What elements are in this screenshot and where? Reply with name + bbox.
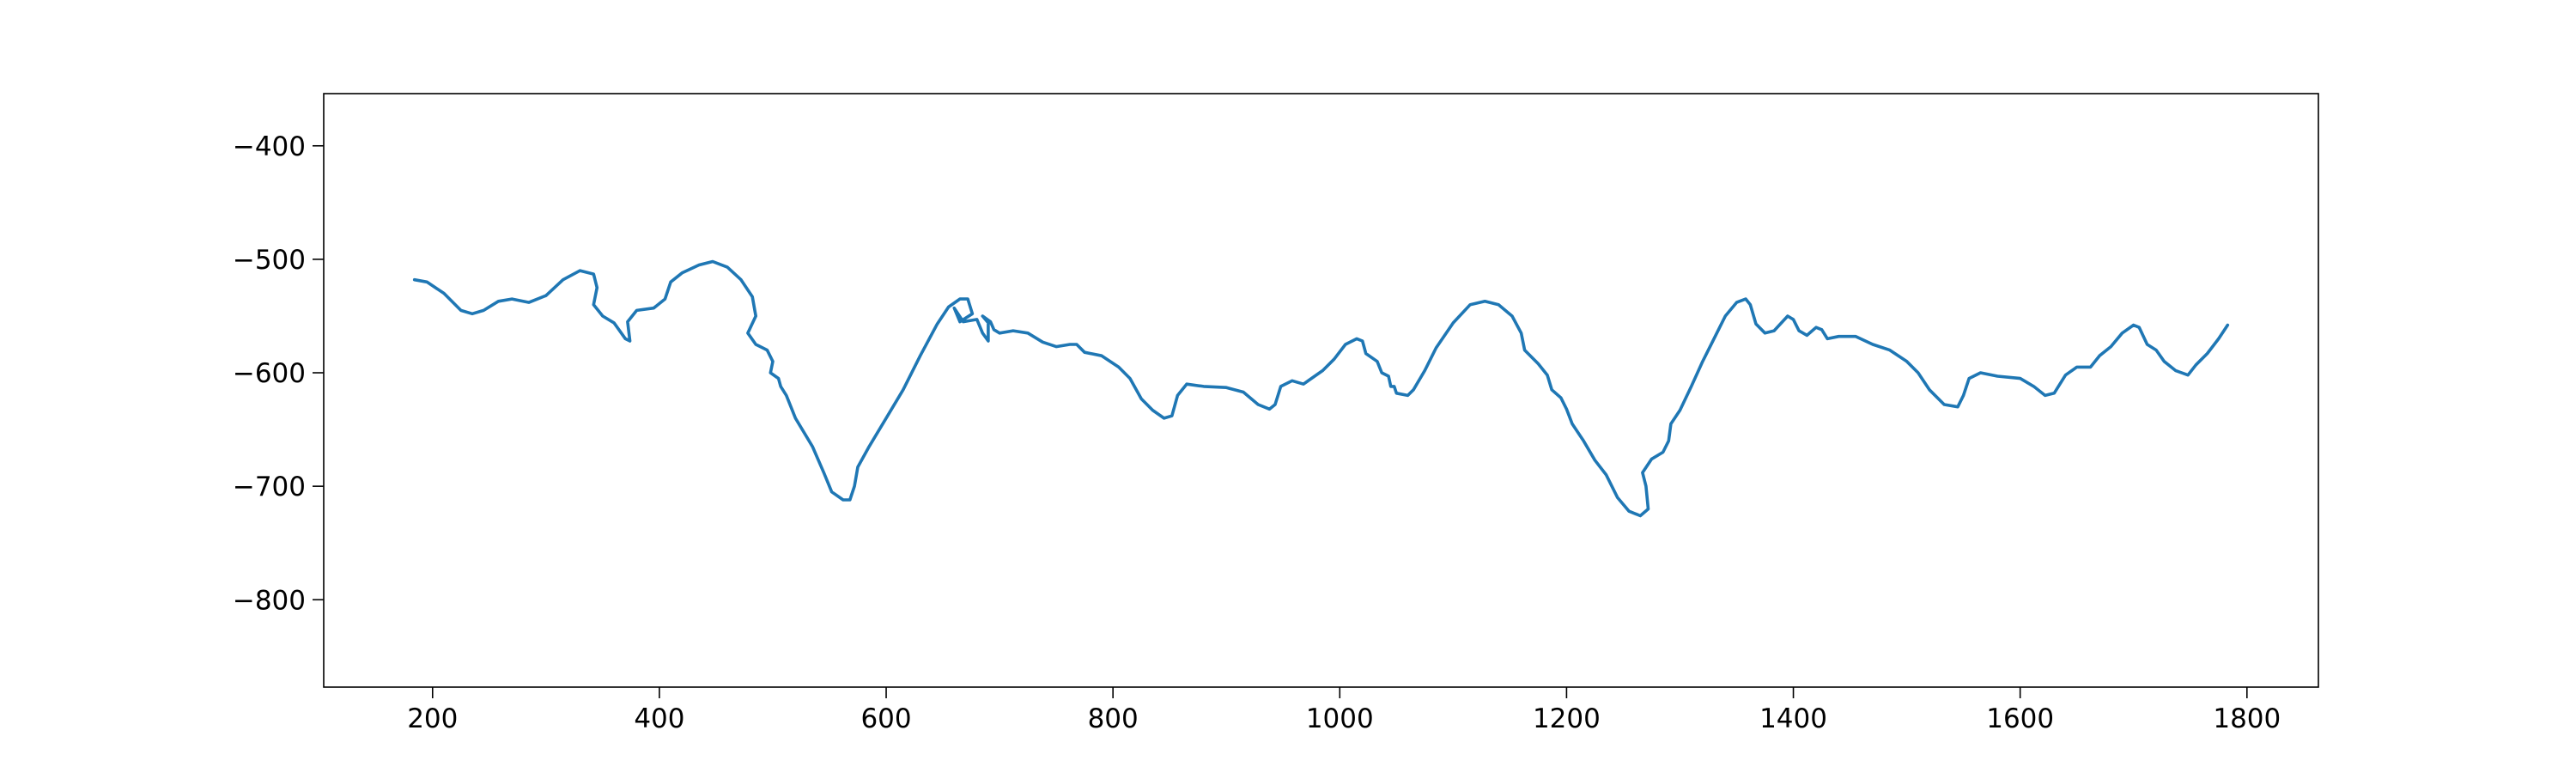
x-tick-label: 1000: [1306, 703, 1374, 734]
x-tick-label: 200: [407, 703, 458, 734]
y-tick-label: −500: [233, 245, 306, 276]
x-tick-label: 600: [860, 703, 911, 734]
x-tick-label: 800: [1088, 703, 1139, 734]
plot-frame: [323, 93, 2319, 688]
x-tick-label: 1200: [1533, 703, 1601, 734]
y-tick-label: −700: [233, 472, 306, 502]
y-tick-label: −400: [233, 131, 306, 162]
y-tick-label: −600: [233, 358, 306, 389]
x-tick-label: 400: [634, 703, 684, 734]
data-line: [412, 259, 2230, 518]
x-tick-label: 1400: [1759, 703, 1827, 734]
y-tick-label: −800: [233, 585, 306, 616]
x-tick-label: 1600: [1986, 703, 2054, 734]
x-tick-label: 1800: [2213, 703, 2281, 734]
